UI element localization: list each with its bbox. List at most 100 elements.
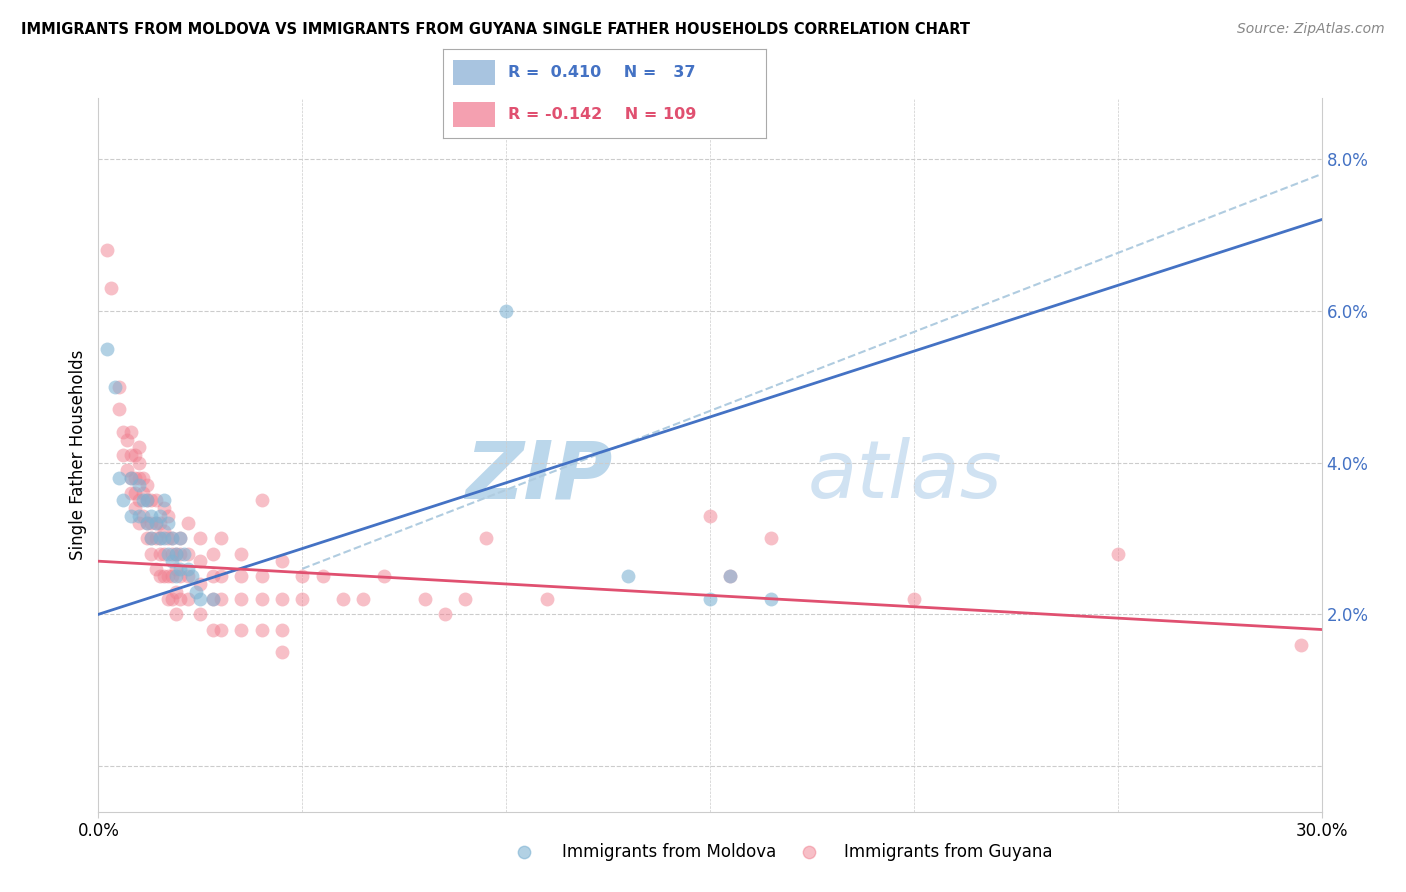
Point xyxy=(149,516,172,531)
Point xyxy=(250,592,273,607)
Text: R =  0.410    N =   37: R = 0.410 N = 37 xyxy=(508,65,695,79)
Point xyxy=(181,569,204,583)
Point xyxy=(231,547,253,561)
Point xyxy=(149,532,172,546)
Point xyxy=(201,569,224,583)
Point xyxy=(145,516,167,531)
Point xyxy=(434,607,457,622)
Point xyxy=(115,433,138,447)
Point xyxy=(799,845,821,859)
Text: ZIP: ZIP xyxy=(465,437,612,516)
Point xyxy=(188,592,212,607)
Point xyxy=(156,592,179,607)
Point xyxy=(141,508,163,523)
Point xyxy=(132,493,155,508)
Point xyxy=(108,471,131,485)
Point xyxy=(136,493,159,508)
Point xyxy=(160,532,183,546)
Point xyxy=(128,440,150,454)
Point xyxy=(536,592,558,607)
Point xyxy=(165,547,187,561)
Point xyxy=(120,471,142,485)
Point xyxy=(188,554,212,568)
Point xyxy=(128,493,150,508)
Point xyxy=(169,562,191,576)
Point xyxy=(160,532,183,546)
Point xyxy=(169,547,191,561)
Point xyxy=(136,478,159,492)
Point xyxy=(152,493,174,508)
Point xyxy=(250,623,273,637)
Point xyxy=(132,486,155,500)
Point xyxy=(145,562,167,576)
Point xyxy=(104,379,127,393)
Point xyxy=(124,501,146,516)
Point xyxy=(761,592,783,607)
Y-axis label: Single Father Households: Single Father Households xyxy=(69,350,87,560)
Point xyxy=(201,592,224,607)
Point xyxy=(141,532,163,546)
Point xyxy=(312,569,335,583)
Point xyxy=(145,516,167,531)
Text: Immigrants from Moldova: Immigrants from Moldova xyxy=(562,843,776,861)
Point xyxy=(495,303,517,318)
Point xyxy=(120,486,142,500)
Point xyxy=(250,493,273,508)
Point xyxy=(108,402,131,417)
Point xyxy=(165,562,187,576)
Point xyxy=(165,584,187,599)
Text: atlas: atlas xyxy=(808,437,1002,516)
Point xyxy=(111,493,134,508)
Point xyxy=(201,547,224,561)
Point xyxy=(332,592,354,607)
Point xyxy=(124,448,146,462)
Point xyxy=(156,508,179,523)
Point xyxy=(128,516,150,531)
Point xyxy=(720,569,742,583)
Point xyxy=(136,493,159,508)
Point xyxy=(145,493,167,508)
Point xyxy=(201,592,224,607)
Bar xyxy=(453,102,495,127)
Point xyxy=(132,508,155,523)
Point xyxy=(152,569,174,583)
Point xyxy=(188,607,212,622)
Point xyxy=(231,592,253,607)
Point xyxy=(149,569,172,583)
Point xyxy=(209,532,232,546)
Point xyxy=(373,569,395,583)
Text: R = -0.142    N = 109: R = -0.142 N = 109 xyxy=(508,107,696,121)
Point xyxy=(188,532,212,546)
Point xyxy=(177,547,200,561)
Point xyxy=(201,623,224,637)
Point xyxy=(165,569,187,583)
Point xyxy=(96,342,118,356)
Point xyxy=(149,508,172,523)
Point xyxy=(141,493,163,508)
Point xyxy=(1107,547,1129,561)
Point xyxy=(156,516,179,531)
Point xyxy=(156,547,179,561)
Point xyxy=(270,623,294,637)
Point xyxy=(124,471,146,485)
Point xyxy=(136,516,159,531)
Point xyxy=(152,501,174,516)
Point xyxy=(100,281,122,295)
Point xyxy=(141,547,163,561)
Point xyxy=(111,425,134,439)
Point xyxy=(270,592,294,607)
Point xyxy=(124,486,146,500)
Point xyxy=(177,592,200,607)
Point xyxy=(169,592,191,607)
Point xyxy=(188,577,212,591)
Text: IMMIGRANTS FROM MOLDOVA VS IMMIGRANTS FROM GUYANA SINGLE FATHER HOUSEHOLDS CORRE: IMMIGRANTS FROM MOLDOVA VS IMMIGRANTS FR… xyxy=(21,22,970,37)
Point xyxy=(160,569,183,583)
Point xyxy=(141,516,163,531)
Point xyxy=(270,554,294,568)
Point xyxy=(156,532,179,546)
Text: Immigrants from Guyana: Immigrants from Guyana xyxy=(844,843,1052,861)
Point xyxy=(231,569,253,583)
Point xyxy=(120,471,142,485)
Point xyxy=(136,532,159,546)
Point xyxy=(132,471,155,485)
